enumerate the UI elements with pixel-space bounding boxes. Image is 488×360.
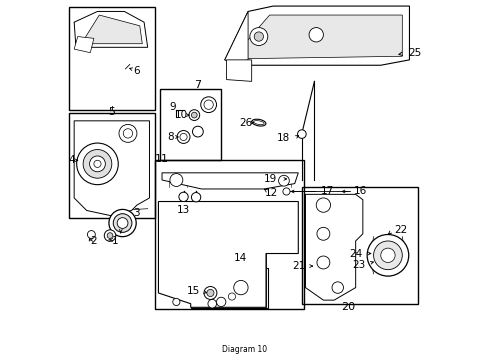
Polygon shape (74, 12, 147, 47)
Circle shape (169, 174, 183, 186)
Polygon shape (158, 202, 298, 307)
Circle shape (179, 192, 188, 202)
Text: 23: 23 (351, 260, 365, 270)
Text: 13: 13 (177, 206, 190, 216)
Text: 21: 21 (292, 261, 305, 271)
Circle shape (207, 300, 216, 308)
Circle shape (177, 131, 190, 143)
Circle shape (113, 214, 132, 232)
Polygon shape (305, 194, 362, 300)
Text: 6: 6 (133, 66, 140, 76)
Bar (160, 89, 221, 160)
Circle shape (284, 178, 288, 182)
Circle shape (308, 28, 323, 42)
Text: 25: 25 (408, 48, 421, 58)
Circle shape (203, 287, 217, 300)
Circle shape (83, 149, 112, 178)
Circle shape (107, 233, 113, 238)
Bar (155, 160, 303, 309)
Circle shape (77, 143, 118, 185)
Circle shape (228, 293, 235, 300)
Text: 20: 20 (341, 302, 355, 312)
Circle shape (104, 230, 116, 241)
Circle shape (89, 156, 105, 172)
Text: 8: 8 (167, 132, 174, 142)
Circle shape (123, 129, 132, 138)
Polygon shape (224, 6, 408, 65)
Text: 22: 22 (394, 225, 407, 235)
Circle shape (109, 210, 136, 237)
Circle shape (191, 193, 201, 202)
Text: 26: 26 (239, 118, 252, 128)
Bar (69, 7, 155, 110)
Circle shape (206, 289, 214, 297)
Circle shape (233, 280, 247, 295)
Text: 5: 5 (108, 107, 115, 117)
Polygon shape (81, 15, 142, 44)
Polygon shape (233, 15, 402, 59)
Text: 12: 12 (264, 188, 278, 198)
Text: 9: 9 (169, 102, 176, 112)
Text: 10: 10 (175, 110, 188, 120)
Polygon shape (162, 173, 298, 189)
Text: 7: 7 (194, 80, 201, 90)
Circle shape (366, 234, 408, 276)
Ellipse shape (251, 119, 265, 126)
Circle shape (216, 297, 225, 307)
Circle shape (278, 175, 289, 186)
Circle shape (249, 28, 267, 45)
Text: 24: 24 (348, 248, 362, 258)
Circle shape (316, 256, 329, 269)
Text: 16: 16 (353, 186, 366, 197)
Circle shape (316, 198, 330, 212)
Circle shape (203, 100, 213, 109)
Circle shape (380, 248, 394, 262)
Circle shape (191, 112, 197, 118)
Circle shape (180, 134, 187, 140)
Circle shape (331, 282, 343, 293)
Text: 15: 15 (186, 286, 199, 296)
Text: 11: 11 (155, 154, 168, 164)
Circle shape (373, 241, 402, 270)
Circle shape (117, 218, 128, 228)
Circle shape (119, 125, 137, 142)
Ellipse shape (253, 121, 264, 125)
Text: 2: 2 (90, 236, 97, 246)
Polygon shape (224, 12, 247, 62)
Bar (301, 187, 418, 304)
Polygon shape (226, 60, 251, 81)
Circle shape (282, 188, 289, 195)
Circle shape (316, 227, 329, 240)
Circle shape (254, 32, 263, 41)
Text: 14: 14 (234, 253, 247, 263)
Circle shape (188, 110, 199, 121)
Polygon shape (74, 121, 149, 216)
Bar (190, 267, 267, 308)
Text: 3: 3 (133, 208, 140, 218)
Text: 17: 17 (321, 186, 334, 197)
Text: Diagram 10: Diagram 10 (222, 345, 266, 354)
Circle shape (192, 126, 203, 137)
Bar (69, 113, 155, 218)
Text: 18: 18 (277, 133, 290, 143)
Circle shape (201, 97, 216, 113)
Circle shape (94, 160, 101, 167)
Polygon shape (74, 37, 94, 53)
Text: 19: 19 (263, 174, 276, 184)
Circle shape (282, 176, 290, 184)
Circle shape (297, 130, 305, 138)
Circle shape (172, 298, 180, 306)
Text: 1: 1 (112, 236, 119, 246)
Circle shape (87, 230, 95, 238)
Text: 4: 4 (68, 155, 75, 165)
